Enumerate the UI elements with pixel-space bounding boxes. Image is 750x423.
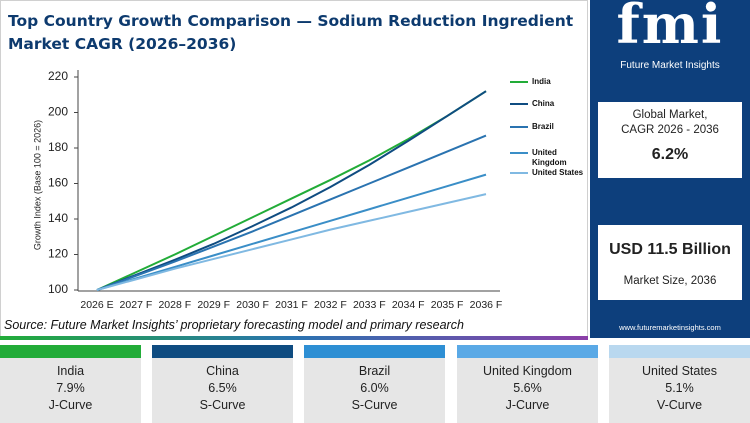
x-tick-label: 2036 F: [470, 299, 503, 311]
series-line: [96, 90, 487, 291]
card-strip: [152, 345, 293, 358]
card-curve: J-Curve: [48, 398, 93, 412]
card: United Kingdom 5.6% J-Curve: [457, 345, 598, 423]
legend-label: China: [532, 99, 555, 108]
card-strip: [304, 345, 445, 358]
x-tick-label: 2029 F: [197, 299, 230, 311]
card-name: India: [56, 364, 85, 378]
y-tick-label: 220: [48, 69, 68, 83]
series-line: [96, 193, 487, 291]
card-name: Brazil: [358, 364, 391, 378]
y-tick-label: 100: [48, 282, 68, 296]
card-name: China: [206, 364, 239, 378]
divider: [0, 336, 588, 340]
stat-label: Global Market, CAGR 2026 - 2036: [621, 109, 719, 136]
legend-label: United States: [532, 168, 584, 177]
y-tick-label: 200: [48, 105, 68, 119]
card-strip: [0, 345, 141, 358]
chart-title: Top Country Growth Comparison — Sodium R…: [8, 12, 574, 53]
y-tick-label: 180: [48, 140, 68, 154]
y-tick-label: 140: [48, 211, 68, 225]
stat-label: Market Size, 2036: [623, 275, 717, 287]
series-line: [96, 134, 487, 291]
sidebar: fmi Future Market Insights Global Market…: [590, 0, 750, 338]
x-tick-label: 2030 F: [236, 299, 269, 311]
card-strip: [457, 345, 598, 358]
x-tick-label: 2034 F: [392, 299, 425, 311]
series-line: [96, 90, 487, 291]
card-strip: [609, 345, 750, 358]
legend-label: India: [532, 77, 551, 86]
y-tick-label: 160: [48, 176, 68, 190]
series-line: [96, 173, 487, 291]
card-curve: V-Curve: [656, 398, 703, 412]
card-curve: S-Curve: [351, 398, 398, 412]
card-name: United Kingdom: [483, 364, 572, 378]
card-curve: S-Curve: [199, 398, 246, 412]
card-cagr: 6.0%: [360, 381, 389, 395]
x-tick-label: 2033 F: [353, 299, 386, 311]
y-tick-label: 120: [48, 247, 68, 261]
card-cagr: 6.5%: [208, 381, 237, 395]
card: United States 5.1% V-Curve: [609, 345, 750, 423]
x-tick-label: 2028 F: [158, 299, 191, 311]
x-tick-label: 2027 F: [120, 299, 153, 311]
x-tick-label: 2032 F: [314, 299, 347, 311]
card: Brazil 6.0% S-Curve: [304, 345, 445, 423]
logo: fmi: [616, 0, 724, 56]
card-curve: J-Curve: [505, 398, 550, 412]
brand-name: Future Market Insights: [620, 60, 720, 71]
y-axis-label: Growth Index (Base 100 = 2026): [32, 120, 42, 250]
stat-value: 6.2%: [651, 146, 689, 163]
x-tick-label: 2026 E: [80, 299, 113, 311]
stat-box: USD 11.5 Billion Market Size, 2036: [598, 225, 742, 300]
legend-label: United Kingdom: [532, 148, 567, 167]
card: China 6.5% S-Curve: [152, 345, 293, 423]
card-cagr: 7.9%: [56, 381, 85, 395]
legend-label: Brazil: [532, 122, 554, 131]
x-tick-label: 2031 F: [275, 299, 308, 311]
x-tick-label: 2035 F: [431, 299, 464, 311]
card-name: United States: [641, 364, 718, 378]
card: India 7.9% J-Curve: [0, 345, 141, 423]
stat-box: Global Market, CAGR 2026 - 2036 6.2%: [598, 102, 742, 178]
stat-value: USD 11.5 Billion: [609, 241, 731, 258]
source: Source: Future Market Insights’ propriet…: [4, 318, 464, 332]
card-cagr: 5.6%: [513, 381, 542, 395]
card-cagr: 5.1%: [665, 381, 694, 395]
url: www.futuremarketinsights.com: [619, 323, 721, 332]
